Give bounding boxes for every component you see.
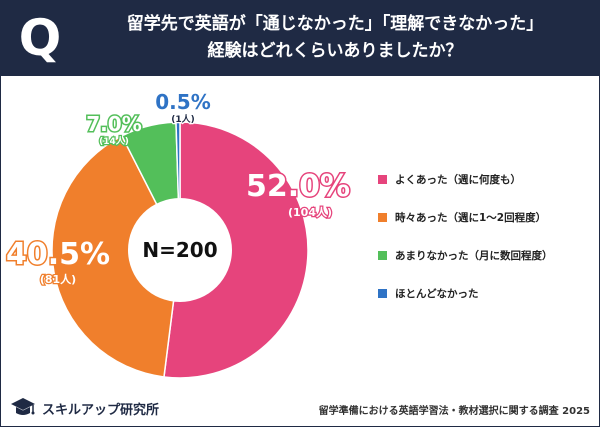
legend: よくあった（週に何度も） 時々あった（週に1〜2回程度） あまりなかった（月に数… (378, 170, 598, 322)
survey-source: 留学準備における英語学習法・教材選択に関する調査 2025 (318, 406, 590, 417)
donut-slices (51, 121, 309, 379)
center-label: N=200 (142, 238, 217, 262)
slice-percent-label-often: 52.0% (246, 169, 350, 204)
legend-label-never: ほとんどなかった (395, 288, 479, 300)
graduation-cap-icon (11, 398, 35, 415)
brand-name: スキルアップ研究所 (42, 402, 160, 418)
slice-often (163, 121, 309, 379)
legend-swatch-sometimes (378, 212, 387, 222)
slice-percent-label-sometimes: 40.5% (6, 237, 110, 272)
legend-swatch-rarely (378, 250, 387, 260)
slice-count-label-never: (1人) (171, 113, 195, 125)
slice-count-label-rarely: (14人) (99, 135, 129, 147)
legend-item-often: よくあった（週に何度も） (378, 170, 598, 190)
legend-item-rarely: あまりなかった（月に数回程度） (378, 246, 598, 266)
brand: スキルアップ研究所 (10, 396, 159, 420)
slice-percent-label-never: 0.5% (155, 90, 210, 114)
slice-percent-label-rarely: 7.0% (86, 112, 141, 136)
legend-label-rarely: あまりなかった（月に数回程度） (395, 250, 553, 262)
slice-count-label-sometimes: (81人) (40, 272, 76, 286)
legend-swatch-often (378, 174, 387, 184)
q-mark: Q (18, 9, 62, 67)
slice-count-label-often: (104人) (288, 205, 332, 219)
legend-label-often: よくあった（週に何度も） (395, 174, 521, 186)
donut-chart: N=200 52.0%(104人) 40.5%(81人) 7.0%(14人) 0.5%… (4, 89, 352, 379)
slice-sometimes (51, 134, 181, 378)
legend-item-never: ほとんどなかった (378, 284, 598, 304)
question-title: 留学先で英語が「通じなかった」「理解できなかった」 経験はどれくらいありましたか… (80, 11, 590, 65)
question-title-line-1: 留学先で英語が「通じなかった」「理解できなかった」 (126, 14, 544, 34)
legend-item-sometimes: 時々あった（週に1〜2回程度） (378, 208, 598, 228)
question-header: Q 留学先で英語が「通じなかった」「理解できなかった」 経験はどれくらいありまし… (0, 0, 600, 76)
legend-label-sometimes: 時々あった（週に1〜2回程度） (395, 212, 547, 224)
slice-labels: 52.0%(104人) 40.5%(81人) 7.0%(14人) 0.5%(1人) (4, 89, 351, 288)
donut-hole (128, 198, 232, 302)
legend-swatch-never (378, 288, 387, 298)
question-title-line-2: 経験はどれくらいありましたか？ (207, 41, 463, 61)
